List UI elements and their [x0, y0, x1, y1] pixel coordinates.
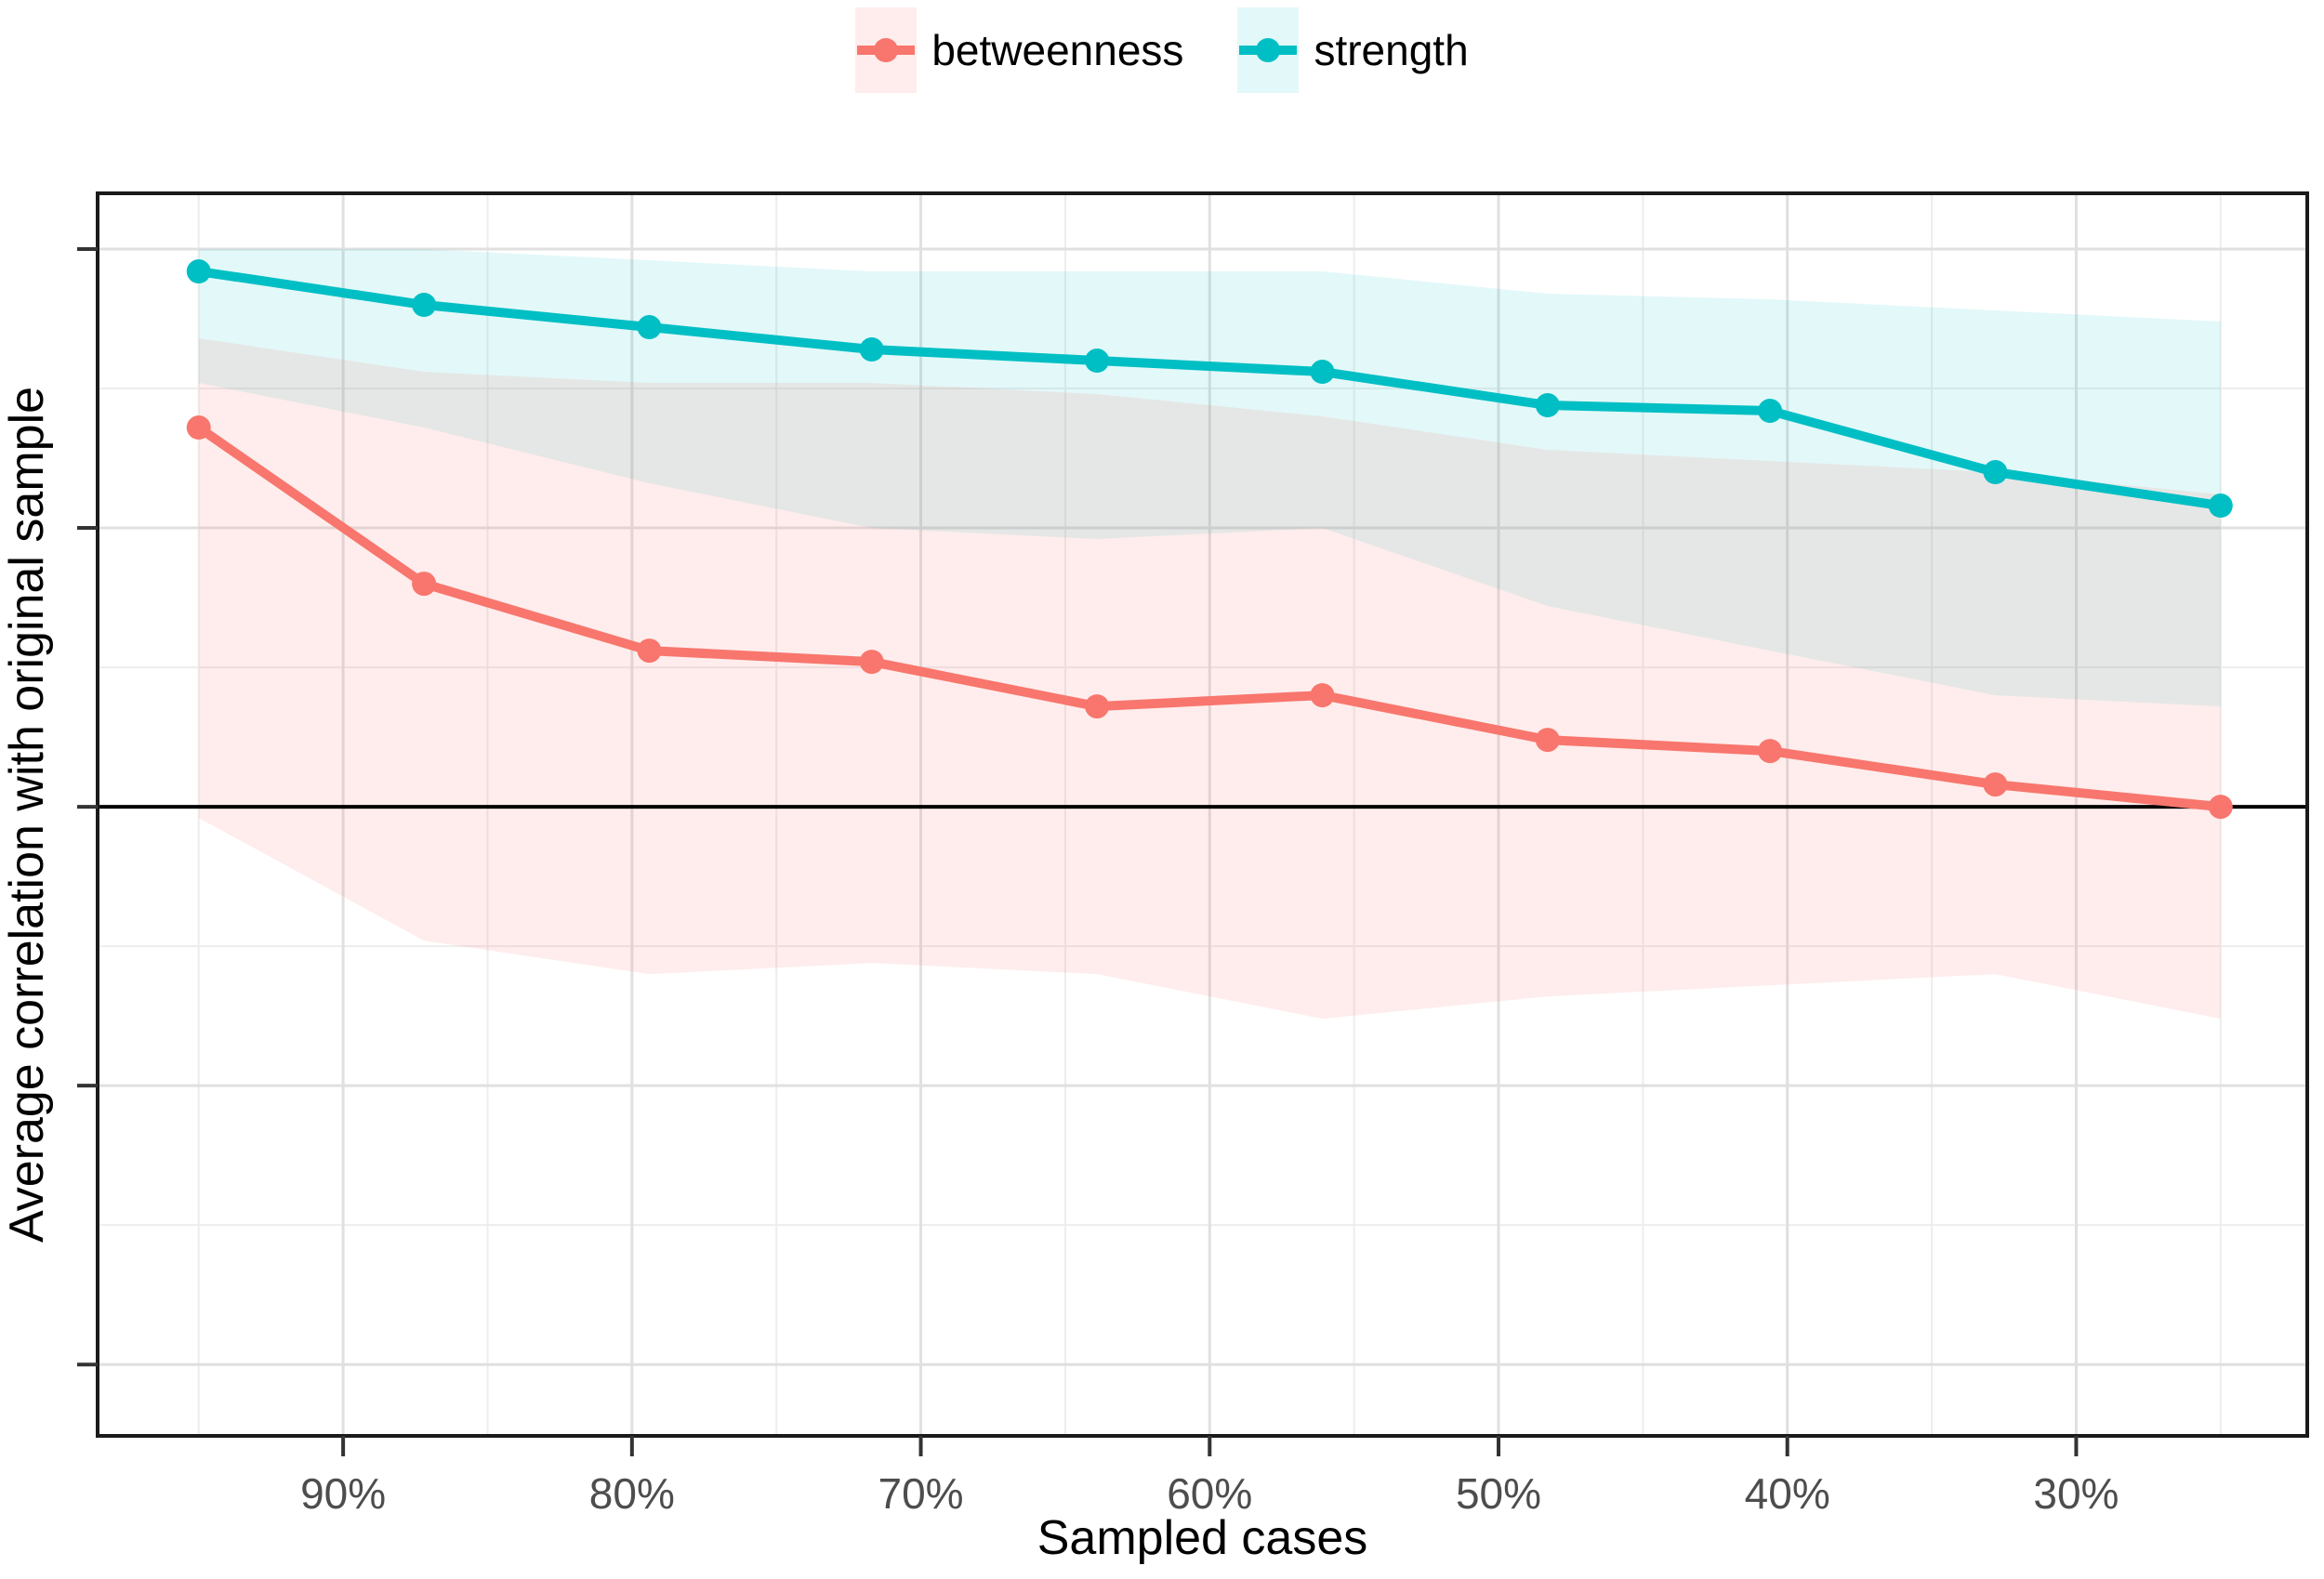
data-point-betweenness [1085, 694, 1110, 719]
x-tick-label: 90% [300, 1469, 386, 1518]
x-tick-label: 60% [1167, 1469, 1252, 1518]
x-axis-title: Sampled cases [1037, 1511, 1368, 1565]
data-point-strength [1758, 399, 1783, 424]
axis-ticks [77, 247, 2079, 1456]
data-point-strength [1983, 460, 2008, 485]
panel-border [96, 191, 2309, 1438]
x-tick-label: 50% [1456, 1469, 1541, 1518]
legend: betweenness strength [0, 2, 2324, 99]
betweenness-key-glyph-icon [855, 7, 918, 93]
data-point-betweenness [1535, 728, 1560, 753]
gridlines [98, 193, 2307, 1436]
data-point-betweenness [1310, 683, 1335, 708]
legend-item-strength: strength [1237, 7, 1469, 93]
data-point-strength [2208, 493, 2233, 519]
data-point-strength [859, 337, 884, 362]
data-point-betweenness [412, 572, 437, 597]
data-point-strength [1535, 393, 1560, 418]
legend-key-point [1256, 38, 1281, 62]
confidence-ribbons [198, 249, 2221, 1020]
data-point-strength [186, 259, 211, 284]
x-tick-label: 70% [878, 1469, 964, 1518]
data-point-betweenness [859, 650, 884, 675]
legend-key-point [874, 38, 899, 62]
data-point-betweenness [1758, 739, 1783, 764]
data-point-strength [1310, 360, 1335, 385]
x-tick-label: 80% [589, 1469, 675, 1518]
ribbon-betweenness [198, 338, 2221, 1020]
data-point-betweenness [1983, 772, 2008, 797]
legend-label-strength: strength [1314, 26, 1469, 74]
legend-key-strength-icon [1237, 7, 1300, 93]
x-tick-label: 40% [1745, 1469, 1830, 1518]
data-point-strength [637, 315, 662, 340]
data-point-strength [412, 293, 437, 318]
panel-background [98, 193, 2307, 1436]
data-point-strength [1085, 349, 1110, 374]
y-axis-title: Average correlation with original sample [0, 387, 54, 1243]
series-line-betweenness [193, 423, 2225, 812]
series-line-strength [193, 267, 2225, 511]
x-tick-label: 30% [2033, 1469, 2119, 1518]
legend-key-betweenness-icon [855, 7, 918, 93]
data-point-betweenness [186, 415, 211, 441]
strength-key-glyph-icon [1237, 7, 1300, 93]
legend-label-betweenness: betweenness [931, 26, 1184, 74]
ribbon-strength [198, 249, 2221, 707]
panel-frame [96, 191, 2309, 1438]
data-series [186, 259, 2233, 820]
data-point-betweenness [2208, 795, 2233, 820]
legend-item-betweenness: betweenness [855, 7, 1183, 93]
axis-tick-labels: 90% 80% 70% 60% 50% 40% 30% [300, 1469, 2119, 1518]
data-point-betweenness [637, 638, 662, 664]
